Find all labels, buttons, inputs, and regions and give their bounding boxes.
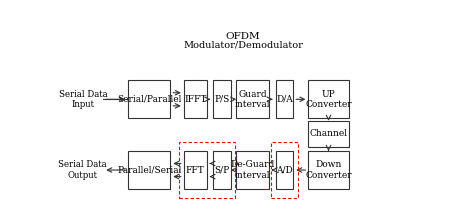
Bar: [237, 151, 269, 189]
Text: Serial Data
Output: Serial Data Output: [58, 160, 106, 180]
Bar: [237, 80, 269, 118]
Bar: [213, 151, 231, 189]
Text: FFT: FFT: [186, 166, 205, 174]
Bar: [184, 151, 207, 189]
Text: De-Guard
interval: De-Guard interval: [230, 160, 274, 180]
Bar: [128, 151, 170, 189]
Bar: [275, 151, 293, 189]
Bar: [275, 80, 293, 118]
Text: UP
Converter: UP Converter: [305, 90, 352, 109]
Bar: [308, 121, 349, 147]
Bar: [179, 142, 235, 198]
Text: OFDM: OFDM: [226, 32, 260, 41]
Text: S/P: S/P: [214, 166, 229, 174]
Bar: [271, 142, 298, 198]
Text: Serial/Parallel: Serial/Parallel: [117, 95, 182, 104]
Bar: [308, 151, 349, 189]
Bar: [308, 80, 349, 118]
Text: Serial Data
Input: Serial Data Input: [59, 90, 108, 109]
Text: D/A: D/A: [276, 95, 293, 104]
Text: Modulator/Demodulator: Modulator/Demodulator: [183, 41, 303, 50]
Text: IFFT: IFFT: [184, 95, 206, 104]
Bar: [128, 80, 170, 118]
Text: Down
Converter: Down Converter: [305, 160, 352, 180]
Bar: [213, 80, 231, 118]
Text: Parallel/Serial: Parallel/Serial: [117, 166, 182, 174]
Text: A/D: A/D: [276, 166, 293, 174]
Text: P/S: P/S: [214, 95, 229, 104]
Bar: [184, 80, 207, 118]
Text: Channel: Channel: [310, 129, 347, 138]
Text: Guard
interval: Guard interval: [235, 90, 270, 109]
